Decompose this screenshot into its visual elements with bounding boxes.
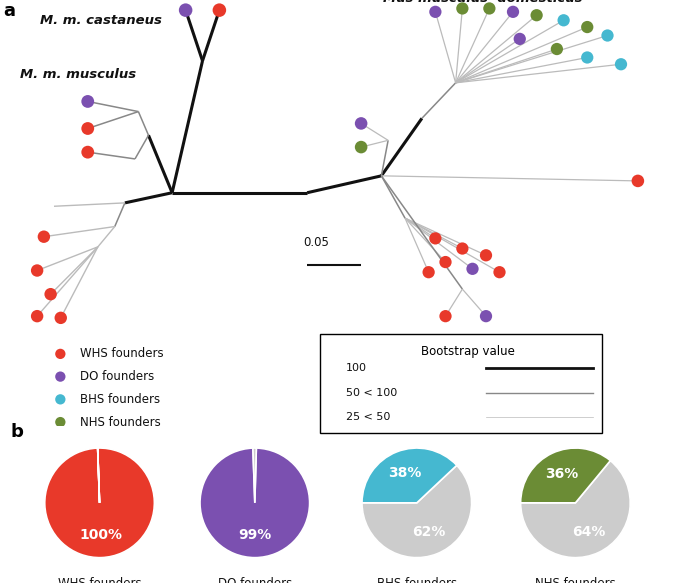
Text: NHS founders: NHS founders <box>535 577 616 583</box>
Text: 0.05: 0.05 <box>304 236 329 248</box>
Point <box>481 311 491 321</box>
Point <box>423 268 434 277</box>
Point <box>55 349 65 359</box>
Point <box>32 266 43 275</box>
Point <box>440 258 451 267</box>
Text: 25 < 50: 25 < 50 <box>346 412 391 422</box>
Point <box>508 7 518 16</box>
Text: 62%: 62% <box>412 525 446 539</box>
Text: 100%: 100% <box>79 528 122 542</box>
Point <box>55 313 66 322</box>
Point <box>356 142 367 152</box>
Text: M. m. musculus: M. m. musculus <box>20 68 136 81</box>
Text: Mus musculus  domesticus: Mus musculus domesticus <box>383 0 583 5</box>
Wedge shape <box>45 448 155 557</box>
Point <box>45 290 56 299</box>
Wedge shape <box>520 448 610 503</box>
Point <box>582 53 593 62</box>
Text: 100: 100 <box>346 363 367 373</box>
Text: BHS founders: BHS founders <box>377 577 457 583</box>
Text: 50 < 100: 50 < 100 <box>346 388 398 398</box>
Point <box>82 124 93 133</box>
Text: WHS founders: WHS founders <box>58 577 141 583</box>
Point <box>602 31 613 40</box>
Wedge shape <box>362 448 457 503</box>
Point <box>440 311 451 321</box>
Point <box>514 34 525 44</box>
Point <box>55 417 65 427</box>
Text: Bootstrap value: Bootstrap value <box>421 345 515 357</box>
Point <box>55 372 65 381</box>
Text: DO founders: DO founders <box>80 370 155 383</box>
Point <box>457 244 468 253</box>
Point <box>467 264 478 273</box>
Point <box>82 147 93 157</box>
Wedge shape <box>362 465 472 557</box>
Text: b: b <box>10 423 23 441</box>
Text: WHS founders: WHS founders <box>80 347 164 360</box>
Point <box>55 395 65 404</box>
Point <box>484 4 495 13</box>
Text: DO founders: DO founders <box>217 577 292 583</box>
Text: 36%: 36% <box>545 467 578 481</box>
Text: BHS founders: BHS founders <box>80 393 161 406</box>
Point <box>616 59 626 69</box>
Point <box>430 234 441 243</box>
Point <box>32 311 43 321</box>
Wedge shape <box>253 448 256 503</box>
Point <box>82 97 93 106</box>
FancyBboxPatch shape <box>320 335 601 433</box>
Point <box>356 119 367 128</box>
Point <box>551 44 562 54</box>
Point <box>494 268 505 277</box>
Wedge shape <box>520 461 630 557</box>
Text: 64%: 64% <box>572 525 605 539</box>
Text: 38%: 38% <box>388 466 422 480</box>
Text: a: a <box>3 2 16 20</box>
Point <box>457 4 468 13</box>
Point <box>430 7 441 16</box>
Wedge shape <box>200 448 310 557</box>
Text: 99%: 99% <box>238 528 271 542</box>
Point <box>214 5 225 15</box>
Point <box>558 16 569 25</box>
Point <box>582 22 593 31</box>
Wedge shape <box>98 448 100 503</box>
Point <box>180 5 191 15</box>
Point <box>632 176 643 185</box>
Point <box>531 10 542 20</box>
Point <box>38 232 49 241</box>
Text: NHS founders: NHS founders <box>80 416 161 429</box>
Point <box>481 251 491 260</box>
Text: M. m. castaneus: M. m. castaneus <box>40 13 163 27</box>
